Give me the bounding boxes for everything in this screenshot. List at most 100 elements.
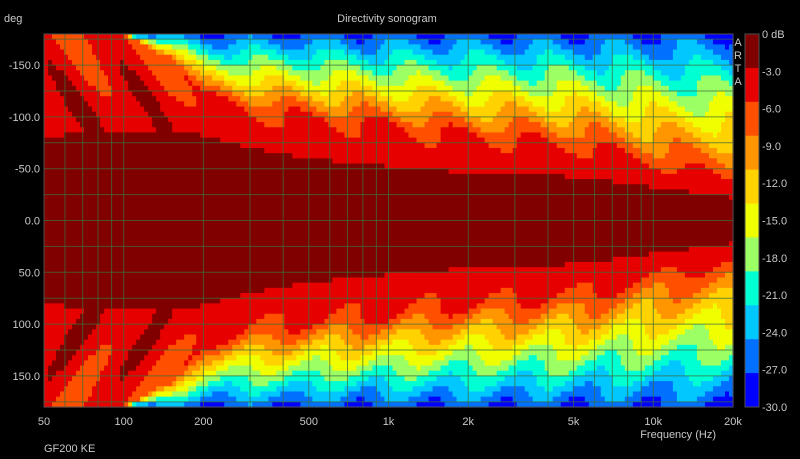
heatmap-cell	[84, 277, 89, 284]
heatmap-cell	[252, 44, 257, 51]
heatmap-cell	[308, 204, 313, 211]
heatmap-cell	[228, 251, 233, 258]
heatmap-cell	[152, 215, 157, 222]
heatmap-cell	[176, 194, 181, 201]
heatmap-cell	[228, 391, 233, 398]
heatmap-cell	[188, 339, 193, 346]
heatmap-cell	[248, 298, 253, 304]
heatmap-cell	[256, 210, 261, 216]
heatmap-cell	[116, 272, 121, 279]
heatmap-cell	[240, 370, 245, 377]
heatmap-cell	[244, 365, 249, 372]
heatmap-cell	[52, 355, 57, 361]
heatmap-cell	[168, 261, 173, 268]
heatmap-cell	[260, 199, 265, 206]
heatmap-cell	[128, 272, 133, 279]
heatmap-cell	[200, 225, 205, 232]
heatmap-cell	[248, 75, 253, 82]
heatmap-cell	[152, 236, 157, 242]
heatmap-cell	[292, 318, 297, 325]
heatmap-cell	[100, 194, 105, 201]
heatmap-cell	[156, 344, 161, 351]
heatmap-cell	[172, 49, 177, 56]
heatmap-cell	[108, 204, 113, 211]
heatmap-cell	[136, 324, 141, 330]
heatmap-cell	[76, 199, 81, 206]
heatmap-cell	[224, 173, 229, 180]
heatmap-cell	[104, 256, 109, 263]
heatmap-cell	[276, 49, 281, 56]
heatmap-cell	[296, 132, 301, 139]
heatmap-cell	[272, 241, 277, 247]
heatmap-cell	[88, 215, 93, 222]
heatmap-cell	[132, 396, 137, 403]
heatmap-cell	[140, 173, 145, 180]
heatmap-cell	[172, 344, 177, 351]
heatmap-cell	[204, 230, 209, 237]
heatmap-cell	[72, 318, 77, 325]
heatmap-cell	[260, 230, 265, 237]
heatmap-cell	[240, 391, 245, 398]
heatmap-cell	[52, 194, 57, 201]
heatmap-cell	[48, 251, 53, 258]
heatmap-cell	[260, 370, 265, 377]
heatmap-cell	[180, 375, 185, 382]
heatmap-cell	[64, 142, 69, 149]
heatmap-cell	[224, 75, 229, 82]
heatmap-cell	[240, 199, 245, 206]
heatmap-cell	[136, 34, 141, 40]
heatmap-cell	[168, 96, 173, 102]
heatmap-cell	[312, 65, 317, 71]
heatmap-cell	[148, 184, 153, 191]
heatmap-cell	[164, 194, 169, 201]
heatmap-cell	[316, 142, 322, 149]
heatmap-cell	[164, 313, 169, 320]
heatmap-cell	[256, 401, 261, 408]
heatmap-cell	[124, 251, 129, 258]
heatmap-cell	[108, 163, 113, 170]
heatmap-cell	[168, 225, 173, 232]
heatmap-cell	[60, 80, 65, 87]
heatmap-cell	[116, 153, 121, 159]
heatmap-cell	[296, 241, 301, 247]
heatmap-cell	[204, 396, 209, 403]
heatmap-cell	[120, 313, 125, 320]
heatmap-cell	[164, 401, 169, 408]
heatmap-cell	[300, 329, 305, 336]
heatmap-cell	[156, 132, 161, 139]
heatmap-cell	[120, 80, 125, 87]
heatmap-cell	[168, 272, 173, 279]
heatmap-cell	[116, 303, 121, 310]
heatmap-cell	[124, 101, 129, 108]
heatmap-cell	[276, 147, 281, 154]
heatmap-cell	[52, 339, 57, 346]
heatmap-cell	[284, 96, 289, 102]
heatmap-cell	[88, 282, 93, 289]
heatmap-cell	[244, 96, 249, 102]
heatmap-cell	[84, 65, 89, 71]
heatmap-cell	[108, 184, 113, 191]
heatmap-cell	[204, 267, 209, 273]
heatmap-cell	[148, 298, 153, 304]
heatmap-cell	[256, 80, 261, 87]
heatmap-cell	[104, 236, 109, 242]
heatmap-cell	[84, 246, 89, 253]
heatmap-cell	[312, 355, 317, 361]
heatmap-cell	[120, 261, 125, 268]
heatmap-cell	[56, 272, 61, 279]
heatmap-cell	[184, 396, 189, 403]
heatmap-cell	[292, 287, 297, 294]
heatmap-cell	[156, 173, 161, 180]
heatmap-cell	[72, 344, 77, 351]
heatmap-cell	[268, 96, 273, 102]
heatmap-cell	[92, 318, 97, 325]
heatmap-cell	[220, 70, 225, 77]
heatmap-cell	[132, 168, 137, 175]
heatmap-cell	[288, 267, 293, 273]
heatmap-cell	[176, 386, 181, 393]
heatmap-cell	[300, 101, 305, 108]
heatmap-cell	[132, 142, 137, 149]
heatmap-cell	[224, 241, 229, 247]
heatmap-cell	[176, 70, 181, 77]
heatmap-cell	[140, 204, 145, 211]
